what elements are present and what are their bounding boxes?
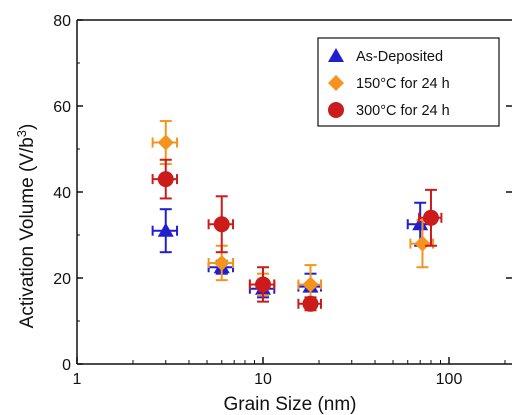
legend-marker xyxy=(328,102,344,118)
series-1 xyxy=(151,201,432,301)
legend-box xyxy=(317,37,500,127)
data-point xyxy=(422,209,439,226)
data-point xyxy=(157,134,174,151)
x-axis-title: Grain Size (nm) xyxy=(223,394,356,415)
data-point xyxy=(255,276,272,293)
y-axis-title-sup: 3 xyxy=(14,130,29,137)
y-tick-label: 80 xyxy=(53,13,71,30)
data-point xyxy=(157,222,174,237)
data-point xyxy=(412,216,429,231)
data-point xyxy=(213,216,230,233)
legend-label: 150°C for 24 h xyxy=(356,76,450,92)
y-tick-label: 20 xyxy=(53,271,71,288)
y-axis-title: Activation Volume (V/b3) xyxy=(14,124,38,329)
x-tick-label: 100 xyxy=(436,371,463,388)
y-axis-title-main: Activation Volume (V/b xyxy=(17,137,38,328)
series-2 xyxy=(151,120,434,305)
data-point xyxy=(302,295,319,312)
legend-marker xyxy=(328,75,344,91)
legend-marker xyxy=(328,48,344,62)
legend-label: As-Deposited xyxy=(356,49,443,65)
data-point xyxy=(302,276,319,293)
data-point xyxy=(414,235,431,252)
y-axis-title-end: ) xyxy=(17,124,38,130)
axes: 0 20 40 60 80 1 10 100 xyxy=(53,13,512,388)
y-tick-label: 60 xyxy=(53,99,71,116)
y-tick-label: 0 xyxy=(62,357,71,374)
legend: As-Deposited 150°C for 24 h 300°C for 24 h xyxy=(317,37,500,127)
plot-area xyxy=(151,120,443,312)
legend-label: 300°C for 24 h xyxy=(356,103,450,119)
x-tick-label: 10 xyxy=(254,371,272,388)
x-tick-label: 1 xyxy=(73,371,82,388)
data-point xyxy=(213,254,230,271)
series-3 xyxy=(151,158,443,312)
data-point xyxy=(157,171,174,188)
y-tick-label: 40 xyxy=(53,185,71,202)
